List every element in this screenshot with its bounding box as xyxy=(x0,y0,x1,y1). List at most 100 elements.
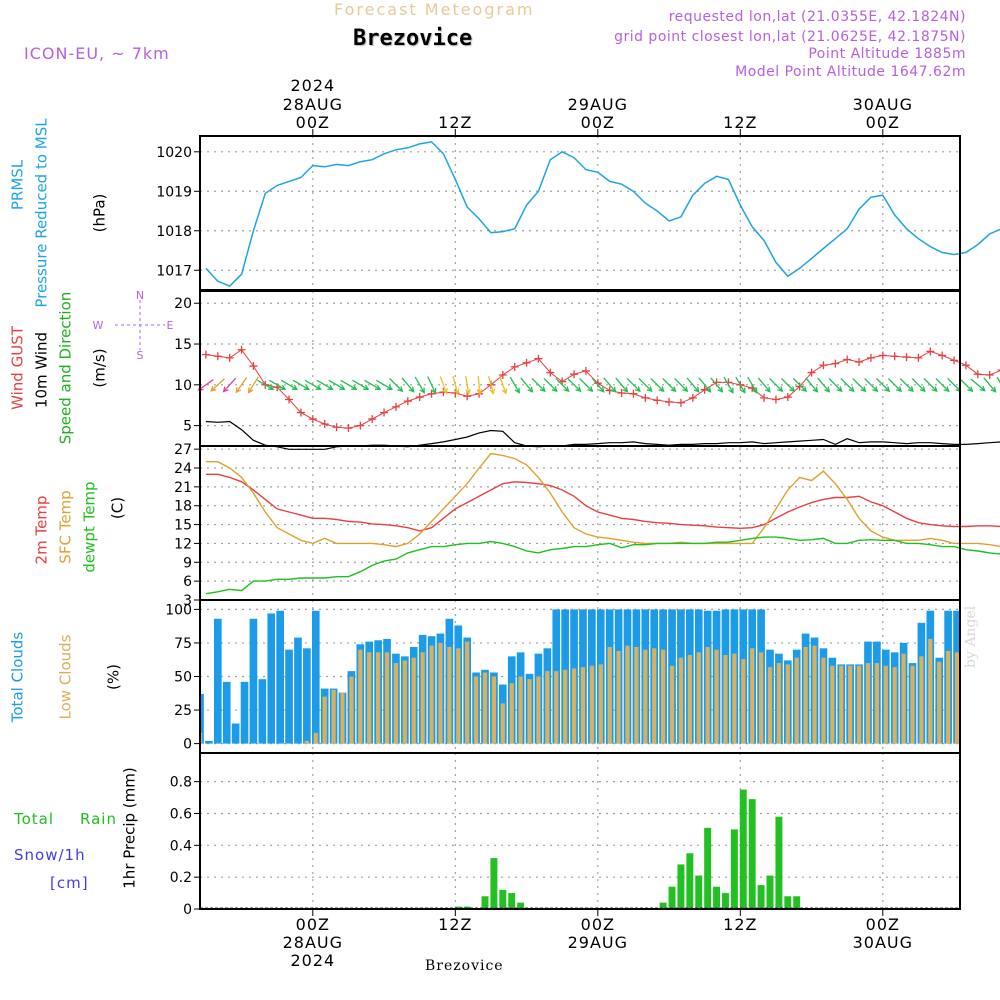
low-cloud-bar xyxy=(758,652,764,744)
bottom-location-label: Brezovice xyxy=(425,958,504,974)
wind-arrow-head xyxy=(801,386,808,393)
wind-arrow-shaft xyxy=(650,377,665,392)
gust-marker xyxy=(415,393,424,402)
clouds-unit-label: (%) xyxy=(105,664,123,690)
gust-marker xyxy=(914,353,923,362)
rain-bar xyxy=(668,886,676,909)
low-cloud-bar xyxy=(598,664,603,744)
wind-arrow-shaft xyxy=(304,379,321,390)
wind-arrow-head xyxy=(514,387,520,394)
wind-arrow-shaft xyxy=(389,377,403,392)
wind-arrow-head xyxy=(670,386,677,393)
wind-arrow-head xyxy=(610,386,617,393)
clouds-ytick-label: 0 xyxy=(183,737,192,753)
pressure-ytick-label: 1019 xyxy=(156,184,192,200)
wind-direction-arrow xyxy=(805,377,819,393)
wind-arrow-shaft xyxy=(698,377,711,393)
gust-marker xyxy=(938,351,947,360)
total-cloud-bar xyxy=(213,618,222,744)
wind-arrow-shaft xyxy=(805,377,818,393)
wind-direction-arrow xyxy=(531,377,546,393)
wind-direction-arrow xyxy=(464,375,471,396)
precip-ytick-label: 0 xyxy=(183,902,192,918)
wind-arrow-head xyxy=(351,384,358,390)
low-cloud-bar xyxy=(776,663,782,744)
wind-arrow-shaft xyxy=(780,377,795,392)
wind-direction-arrow xyxy=(567,377,582,393)
wind-direction-arrow xyxy=(887,377,903,393)
wind-arrow-head xyxy=(717,386,724,393)
rain-bar xyxy=(748,799,756,909)
pressure-unit-label: (hPa) xyxy=(91,194,109,233)
low-cloud-bar xyxy=(652,648,657,744)
gust-marker xyxy=(285,395,294,404)
wind-direction-arrow xyxy=(352,379,370,390)
wind-direction-arrow xyxy=(996,376,1000,384)
wind-arrow-shaft xyxy=(531,377,546,392)
clouds-ytick-label: 100 xyxy=(165,602,192,618)
wind-arrow-shaft xyxy=(257,379,274,390)
wind-direction-arrow xyxy=(247,376,259,394)
rain-bar xyxy=(695,875,703,909)
wind-arrow-head xyxy=(967,386,974,393)
temperature-ytick-label: 12 xyxy=(174,536,192,552)
wind-arrow-shaft xyxy=(603,377,616,393)
precip-unit-label: 1hr Precip (mm) xyxy=(121,767,139,888)
low-cloud-bar xyxy=(830,665,835,744)
low-cloud-bar xyxy=(839,665,844,744)
low-cloud-bar xyxy=(616,651,621,744)
wind-direction-arrow xyxy=(686,377,700,393)
wind-arrow-shaft xyxy=(248,376,259,393)
low-cloud-bar xyxy=(589,665,594,744)
gust-marker xyxy=(356,421,365,430)
gust-marker xyxy=(510,362,519,371)
wind-arrow-head xyxy=(303,384,310,390)
wind-arrow-head xyxy=(598,386,605,393)
low-cloud-bar xyxy=(741,659,746,744)
total-cloud-bar xyxy=(294,637,302,744)
wind-arrow-head xyxy=(551,386,558,393)
temperature-ytick-label: 27 xyxy=(174,442,192,458)
low-cloud-bar xyxy=(456,648,461,744)
low-cloud-bar xyxy=(803,646,808,744)
gust-marker xyxy=(665,397,674,406)
top-date-label: 30AUG xyxy=(853,95,913,114)
wind-arrow-head xyxy=(527,386,534,393)
wind-arrow-shaft xyxy=(735,376,746,393)
temperature-ytick-label: 9 xyxy=(183,555,192,571)
wind-arrow-shaft xyxy=(210,378,225,392)
precip-rain-label: Rain xyxy=(80,810,117,828)
gust-marker xyxy=(771,395,780,404)
top-time-label: 12Z xyxy=(723,113,757,132)
wind-direction-arrow xyxy=(935,377,950,393)
wind-arrow-head xyxy=(575,386,582,393)
wind-arrow-shaft xyxy=(464,375,470,394)
low-cloud-bar xyxy=(376,652,381,744)
wind-arrow-shaft xyxy=(280,379,298,390)
gust-marker xyxy=(641,393,650,402)
gust-marker xyxy=(201,350,210,359)
wind-arrow-shaft xyxy=(340,379,357,390)
wind-arrow-head xyxy=(705,386,712,393)
wind-direction-arrow xyxy=(439,376,448,395)
gust-marker xyxy=(629,389,638,398)
rain-bar xyxy=(730,829,738,909)
wind-direction-arrow xyxy=(970,378,986,392)
wind-arrow-head xyxy=(693,386,700,393)
low-cloud-bar xyxy=(545,671,550,744)
wind-arrow-shaft xyxy=(840,377,855,392)
wind-arrow-head xyxy=(539,386,546,393)
wind-arrow-head xyxy=(919,386,926,393)
low-cloud-bar xyxy=(954,652,960,744)
gust-marker xyxy=(534,354,543,363)
low-cloud-bar xyxy=(848,665,853,744)
low-cloud-bar xyxy=(705,646,710,744)
wind-direction-arrow xyxy=(723,376,734,394)
wind-arrow-shaft xyxy=(414,376,425,393)
gust-marker xyxy=(961,361,970,370)
wind-ytick-label: 10 xyxy=(174,378,192,394)
pressure-line xyxy=(205,141,1000,287)
rain-bar xyxy=(517,902,525,909)
wind-direction-arrow xyxy=(375,379,394,390)
gust-marker xyxy=(760,393,769,402)
